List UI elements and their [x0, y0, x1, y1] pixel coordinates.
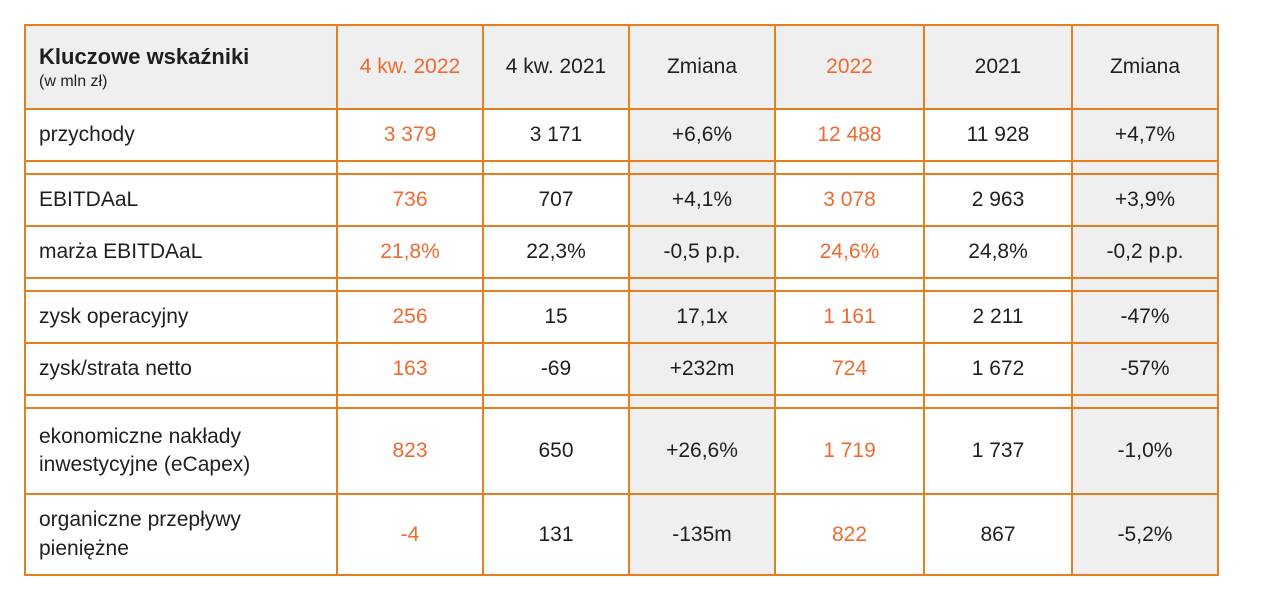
table-cell: +4,7%	[1071, 108, 1219, 162]
table-cell: +26,6%	[628, 407, 776, 495]
table-unit-note: (w mln zł)	[39, 73, 108, 91]
table-cell: -47%	[1071, 290, 1219, 344]
table-cell: 256	[336, 290, 484, 344]
table-row-organiczne-przeplywy: organiczne przepływy pieniężne -4 131 -1…	[24, 493, 1219, 576]
table-cell: 11 928	[923, 108, 1073, 162]
table-cell: 822	[774, 493, 925, 576]
table-row-ecapex: ekonomiczne nakłady inwestycyjne (eCapex…	[24, 407, 1219, 495]
table-row-ebitdaal: EBITDAaL 736 707 +4,1% 3 078 2 963 +3,9%	[24, 173, 1219, 227]
column-header-q4-2021: 4 kw. 2021	[482, 24, 630, 110]
table-cell: 3 379	[336, 108, 484, 162]
table-cell: -1,0%	[1071, 407, 1219, 495]
table-cell: 131	[482, 493, 630, 576]
table-cell: 1 719	[774, 407, 925, 495]
table-cell: 2 211	[923, 290, 1073, 344]
table-cell: 650	[482, 407, 630, 495]
table-cell: 3 171	[482, 108, 630, 162]
separator-row	[24, 277, 1219, 292]
table-cell: 15	[482, 290, 630, 344]
table-cell: +3,9%	[1071, 173, 1219, 227]
separator-row	[24, 394, 1219, 409]
table-cell: 24,8%	[923, 225, 1073, 279]
table-cell: 163	[336, 342, 484, 396]
table-cell: -5,2%	[1071, 493, 1219, 576]
separator-row	[24, 160, 1219, 175]
table-cell: 2 963	[923, 173, 1073, 227]
table-cell: -57%	[1071, 342, 1219, 396]
key-indicators-table: Kluczowe wskaźniki (w mln zł) 4 kw. 2022…	[24, 24, 1219, 576]
row-label: organiczne przepływy pieniężne	[24, 493, 338, 576]
column-header-2022: 2022	[774, 24, 925, 110]
table-cell: 3 078	[774, 173, 925, 227]
column-header-q4-2022: 4 kw. 2022	[336, 24, 484, 110]
table-cell: 24,6%	[774, 225, 925, 279]
table-row-przychody: przychody 3 379 3 171 +6,6% 12 488 11 92…	[24, 108, 1219, 162]
row-label: marża EBITDAaL	[24, 225, 338, 279]
table-row-zysk-strata-netto: zysk/strata netto 163 -69 +232m 724 1 67…	[24, 342, 1219, 396]
row-label: przychody	[24, 108, 338, 162]
table-cell: 823	[336, 407, 484, 495]
table-row-marza-ebitdaal: marża EBITDAaL 21,8% 22,3% -0,5 p.p. 24,…	[24, 225, 1219, 279]
column-header-zmiana-q: Zmiana	[628, 24, 776, 110]
table-cell: +232m	[628, 342, 776, 396]
row-label: zysk operacyjny	[24, 290, 338, 344]
table-cell: -135m	[628, 493, 776, 576]
table-cell: -4	[336, 493, 484, 576]
table-cell: +4,1%	[628, 173, 776, 227]
table-cell: 1 672	[923, 342, 1073, 396]
table-cell: 724	[774, 342, 925, 396]
row-label: EBITDAaL	[24, 173, 338, 227]
table-cell: 1 161	[774, 290, 925, 344]
table-cell: 736	[336, 173, 484, 227]
row-label: zysk/strata netto	[24, 342, 338, 396]
column-header-2021: 2021	[923, 24, 1073, 110]
table-cell: -0,2 p.p.	[1071, 225, 1219, 279]
table-cell: 12 488	[774, 108, 925, 162]
table-title: Kluczowe wskaźniki	[39, 43, 250, 69]
table-header-row: Kluczowe wskaźniki (w mln zł) 4 kw. 2022…	[24, 24, 1219, 110]
column-header-zmiana-fy: Zmiana	[1071, 24, 1219, 110]
table-cell: 1 737	[923, 407, 1073, 495]
table-cell: -69	[482, 342, 630, 396]
row-label: ekonomiczne nakłady inwestycyjne (eCapex…	[24, 407, 338, 495]
table-header-title-cell: Kluczowe wskaźniki (w mln zł)	[24, 24, 338, 110]
table-cell: -0,5 p.p.	[628, 225, 776, 279]
table-row-zysk-operacyjny: zysk operacyjny 256 15 17,1x 1 161 2 211…	[24, 290, 1219, 344]
table-cell: +6,6%	[628, 108, 776, 162]
table-cell: 867	[923, 493, 1073, 576]
table-cell: 707	[482, 173, 630, 227]
table-cell: 17,1x	[628, 290, 776, 344]
table-cell: 22,3%	[482, 225, 630, 279]
table-cell: 21,8%	[336, 225, 484, 279]
